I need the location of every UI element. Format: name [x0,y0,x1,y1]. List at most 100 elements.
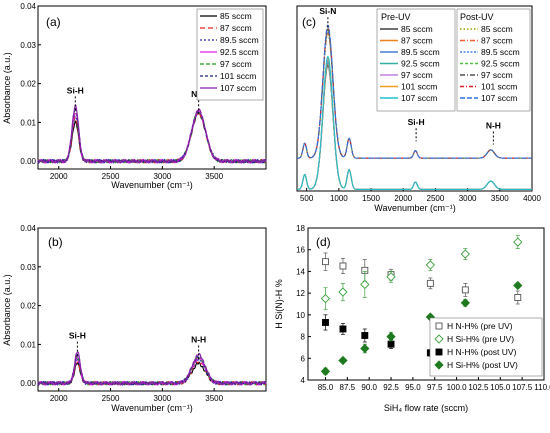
x-tick-label: 2000 [50,172,68,181]
legend-entry-post: 97 sccm [481,70,513,80]
legend-entry-pre: 107 sccm [401,93,437,103]
x-tick-label: 2500 [102,394,120,403]
y-tick-label: 0.00 [20,379,36,388]
legend-entry-pre: 92.5 sccm [401,59,440,69]
y-tick-label: 10 [296,311,305,320]
legend-entry-post: 89.5 sccm [481,47,520,57]
data-point [513,280,523,291]
panel-a-annotations: Si-HN-H [67,85,206,116]
spectrum-line [37,104,267,164]
panel-d-frame [307,227,545,381]
panel-b-frame [37,227,267,392]
x-tick-label: 107.5 [512,383,533,392]
legend-entry: 85 sccm [220,11,252,21]
legend-entry-pre: 87 sccm [401,36,433,46]
data-point [322,319,329,326]
x-tick-label: 3000 [153,172,171,181]
x-tick-label: 100.0 [447,383,468,392]
x-tick-label: 92.5 [383,383,399,392]
legend-entry-pre: 89.5 sccm [401,47,440,57]
legend-entry: 89.5 sccm [220,35,259,45]
panel-b-annotations: Si-H N-H [69,331,206,361]
legend-entry: 107 sccm [220,83,256,93]
peak-label: N-H [486,121,501,131]
x-tick-label: 3000 [153,394,171,403]
data-point [386,272,396,282]
panel-b-ticks: 2000 2500 3000 3500 0.00 0.01 0.02 0.03 0.04 [20,224,223,403]
x-tick-label: 97.5 [427,383,443,392]
legend-entry: H N-H% (pre UV) [447,321,513,331]
legend-entry: 92.5 sccm [220,47,259,57]
x-tick-label: 2500 [427,194,445,203]
x-tick-label: 3000 [459,194,477,203]
panel-c-curves [297,24,532,190]
legend-entry-post: 92.5 sccm [481,59,520,69]
legend-entry: H Si-H% (pre UV) [447,334,514,344]
panel-c-legend-post-box [456,8,531,112]
y-tick-label: 18 [296,224,305,233]
spectrum-line-post [297,24,532,159]
data-point [360,279,370,290]
data-point [513,237,523,247]
panel-d-ticks: 85.0 87.5 90.0 92.5 95.0 97.5 100.0 102.5 105.0 1… [296,224,550,392]
legend-entry-pre: 97 sccm [401,70,433,80]
y-tick-label: 0.04 [20,2,36,11]
legend-marker [435,322,443,330]
data-point [387,340,395,348]
legend-entry: 87 sccm [220,23,252,33]
panel-a-legend: 85 sccm 87 sccm 89.5 sccm 92.5 sccm 97 sccm 1… [196,8,264,101]
y-tick-label: 8 [301,333,306,342]
legend-entry-post: 107 sccm [481,93,517,103]
x-tick-label: 105.0 [490,383,511,392]
legend-entry-pre: 101 sccm [401,82,437,92]
panel-c-legend-post-title: Post-UV [460,12,494,22]
data-point [425,260,436,270]
data-point [386,331,396,342]
data-point [460,298,470,308]
y-tick-label: 6 [301,354,306,363]
panel-a-xlabel: Wavenumber (cm⁻¹) [111,180,192,190]
y-tick-label: 0.04 [20,224,36,233]
y-tick-label: 14 [296,267,305,276]
data-point [426,279,434,287]
panel-c-xlabel: Wavenumber (cm⁻¹) [374,203,455,213]
y-tick-label: 16 [296,246,305,255]
x-tick-label: 1500 [362,194,380,203]
panel-d-label: (d) [316,235,331,249]
data-point [338,287,348,297]
panel-d-legend-box [429,317,543,377]
panel-d-legend: H N-H% (pre UV) H Si-H% (pre UV) H N-H% (p… [429,317,543,377]
panel-d: (d) SiH₄ flow rate (sccm) H Si(N)-H % 85… [274,224,550,413]
data-point [338,355,348,366]
x-tick-label: 90.0 [361,383,377,392]
peak-label: Si-H [69,331,86,341]
x-tick-label: 2000 [50,394,68,403]
legend-entry-post: 87 sccm [481,36,513,46]
y-tick-label: 12 [296,289,305,298]
panel-a-curves [37,104,267,164]
x-tick-label: 2000 [394,194,412,203]
x-tick-label: 85.0 [318,383,334,392]
legend-entry-post: 85 sccm [481,24,513,34]
x-tick-label: 1000 [330,194,348,203]
y-tick-label: 4 [301,376,306,385]
data-point [339,325,347,333]
data-point [339,262,347,270]
panel-c-annotations: Si-N Si-H N-H [319,6,501,145]
x-tick-label: 110.0 [534,383,550,392]
data-point [514,294,522,301]
panel-b-xlabel: Wavenumber (cm⁻¹) [111,403,192,413]
panel-a-label: (a) [46,15,61,29]
y-tick-label: 0.02 [20,80,36,89]
panel-c-ticks: 500 1000 1500 2000 2500 3000 3500 4000 [300,188,541,203]
panel-b-ylabel: Absorbance (a.u.) [2,274,12,346]
panel-a: (a) Wavenumber (cm⁻¹) Absorbance (a.u.) … [2,2,267,190]
panel-c-label: (c) [302,15,316,29]
x-tick-label: 3500 [491,194,509,203]
peak-label: Si-H [67,85,84,95]
x-tick-label: 500 [300,194,314,203]
panel-a-ylabel: Absorbance (a.u.) [2,52,12,124]
data-point [322,258,329,266]
panel-b-curves [37,351,267,386]
